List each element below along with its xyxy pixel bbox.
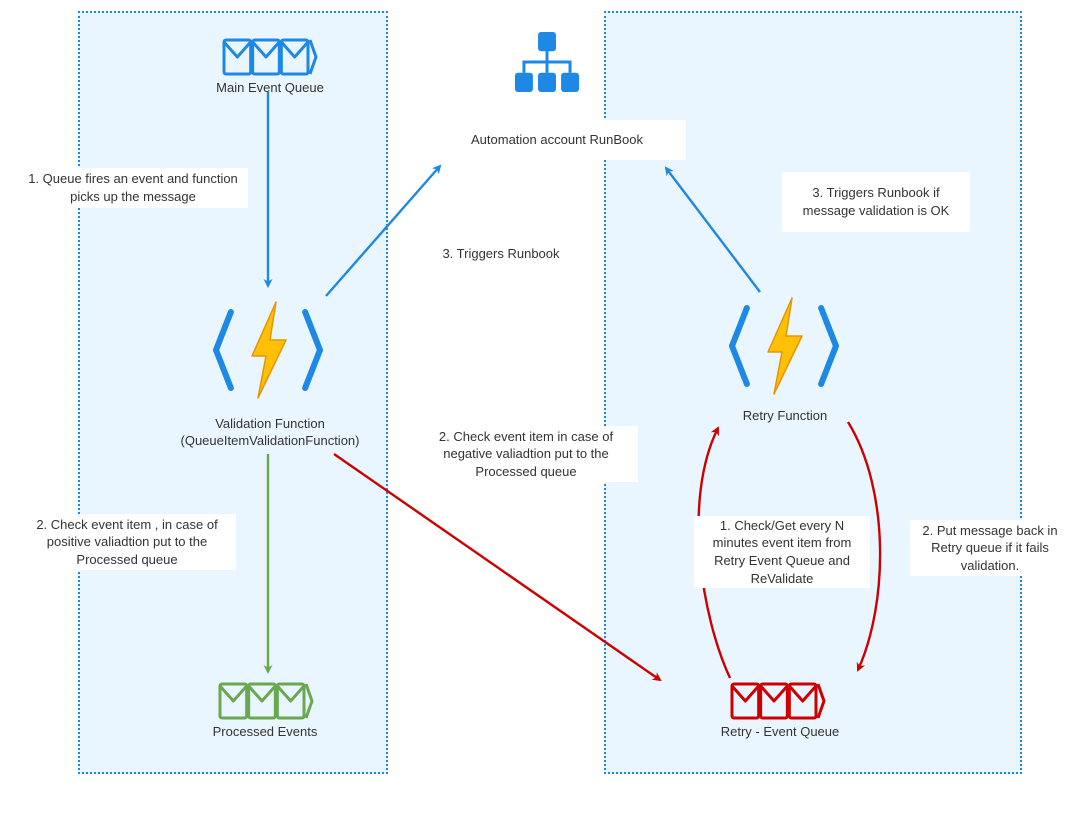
callout-put-back: 2. Put message back in Retry queue if it… — [910, 520, 1070, 576]
function-icon-retry — [726, 296, 842, 396]
runbook-icon — [515, 30, 579, 94]
callout-negative-validation: 2. Check event item in case of negative … — [414, 426, 638, 482]
callout-triggers-runbook: 3. Triggers Runbook — [416, 242, 586, 266]
validation-fn-label: Validation Function (QueueItemValidation… — [130, 416, 410, 450]
function-icon-validation — [210, 300, 326, 400]
callout-check-get: 1. Check/Get every N minutes event item … — [694, 516, 870, 588]
queue-icon-processed — [218, 682, 314, 720]
callout-positive-validation: 2. Check event item , in case of positiv… — [18, 514, 236, 570]
queue-icon-main — [222, 38, 318, 76]
queue-icon-retry — [730, 682, 826, 720]
callout-triggers-runbook-ok: 3. Triggers Runbook if message validatio… — [782, 172, 970, 232]
retry-queue-label: Retry - Event Queue — [680, 724, 880, 741]
retry-fn-label: Retry Function — [690, 408, 880, 425]
main-queue-label: Main Event Queue — [160, 80, 380, 97]
runbook-label: Automation account RunBook — [471, 131, 643, 149]
processed-label: Processed Events — [170, 724, 360, 741]
runbook-label-box: Automation account RunBook — [428, 120, 686, 160]
diagram-canvas: Main Event Queue Automation account RunB… — [0, 0, 1088, 827]
callout-1: 1. Queue fires an event and function pic… — [18, 168, 248, 208]
